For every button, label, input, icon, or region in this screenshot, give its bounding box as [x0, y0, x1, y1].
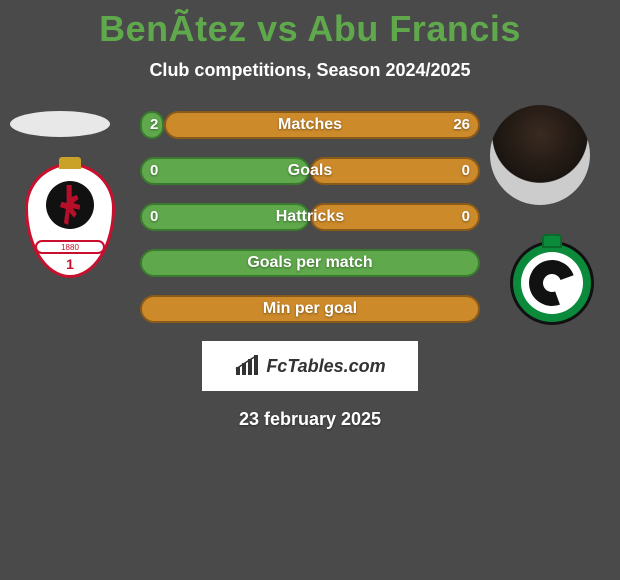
page-subtitle: Club competitions, Season 2024/2025 — [0, 60, 620, 81]
stat-label: Min per goal — [140, 295, 480, 323]
club-left-logo: 1880 1 — [25, 163, 115, 278]
stat-row: Hattricks0 0 — [140, 203, 480, 231]
snapshot-date: 23 february 2025 — [0, 409, 620, 430]
stat-row: Min per goal — [140, 295, 480, 323]
watermark-text: FcTables.com — [266, 356, 385, 377]
stat-right-value: 0 — [462, 157, 470, 185]
stat-row: Matches2 26 — [140, 111, 480, 139]
stat-left-value: 0 — [150, 203, 158, 231]
stat-label: Goals — [140, 157, 480, 185]
stat-label: Hattricks — [140, 203, 480, 231]
bars-icon — [234, 355, 260, 377]
stat-row: Goals0 0 — [140, 157, 480, 185]
club-right-logo — [510, 241, 600, 356]
player-left-photo — [10, 111, 110, 137]
stat-label: Matches — [140, 111, 480, 139]
stat-right-value: 26 — [453, 111, 470, 139]
comparison-area: 1880 1 Matches226Goals00Hattricks00Goals… — [0, 111, 620, 430]
stat-left-value: 2 — [150, 111, 158, 139]
page-title: BenÃ­tez vs Abu Francis — [0, 8, 620, 50]
stat-left-value: 0 — [150, 157, 158, 185]
watermark-badge: FcTables.com — [202, 341, 418, 391]
stat-right-value: 0 — [462, 203, 470, 231]
stat-row: Goals per match — [140, 249, 480, 277]
player-right-photo — [490, 105, 590, 205]
stat-label: Goals per match — [140, 249, 480, 277]
stats-bars: Matches226Goals00Hattricks00Goals per ma… — [140, 111, 480, 323]
